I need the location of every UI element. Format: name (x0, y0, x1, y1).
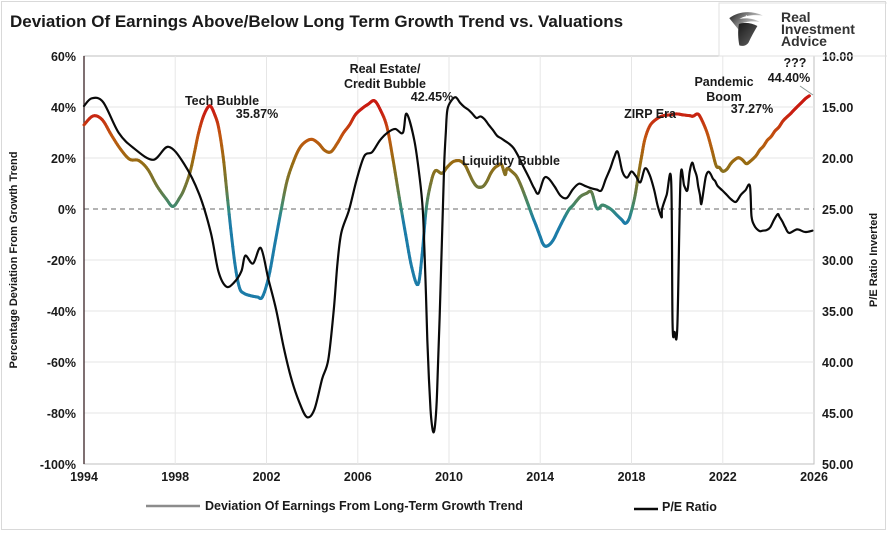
svg-text:-20%: -20% (47, 254, 76, 268)
svg-text:ZIRP Era: ZIRP Era (624, 107, 677, 121)
svg-text:42.45%: 42.45% (411, 90, 453, 104)
svg-text:2002: 2002 (253, 470, 281, 484)
svg-text:10.00: 10.00 (822, 50, 853, 64)
svg-text:40.00: 40.00 (822, 356, 853, 370)
svg-text:60%: 60% (51, 50, 76, 64)
svg-text:-80%: -80% (47, 407, 76, 421)
svg-text:Real Estate/: Real Estate/ (350, 62, 421, 76)
svg-text:Percentage Deviation From Grow: Percentage Deviation From Growth Trend (8, 152, 20, 369)
svg-text:Deviation Of Earnings From Lon: Deviation Of Earnings From Long-Term Gro… (205, 499, 523, 513)
svg-text:2010: 2010 (435, 470, 463, 484)
svg-text:25.00: 25.00 (822, 203, 853, 217)
svg-text:Pandemic: Pandemic (694, 75, 753, 89)
svg-text:37.27%: 37.27% (731, 102, 773, 116)
svg-text:2014: 2014 (526, 470, 554, 484)
svg-text:44.40%: 44.40% (768, 71, 810, 85)
svg-text:-40%: -40% (47, 305, 76, 319)
svg-text:0%: 0% (58, 203, 76, 217)
svg-text:20.00: 20.00 (822, 152, 853, 166)
svg-text:2006: 2006 (344, 470, 372, 484)
svg-text:35.87%: 35.87% (236, 107, 278, 121)
svg-text:1998: 1998 (161, 470, 189, 484)
svg-text:45.00: 45.00 (822, 407, 853, 421)
svg-text:35.00: 35.00 (822, 305, 853, 319)
svg-text:Credit Bubble: Credit Bubble (344, 77, 426, 91)
svg-text:???: ??? (784, 56, 807, 70)
svg-text:2022: 2022 (709, 470, 737, 484)
svg-text:2026: 2026 (800, 470, 828, 484)
svg-text:Advice: Advice (781, 33, 827, 49)
svg-text:2018: 2018 (618, 470, 646, 484)
svg-text:20%: 20% (51, 152, 76, 166)
svg-text:Liquidity Bubble: Liquidity Bubble (462, 154, 560, 168)
svg-text:40%: 40% (51, 101, 76, 115)
svg-text:P/E Ratio: P/E Ratio (662, 500, 717, 514)
svg-text:-60%: -60% (47, 356, 76, 370)
svg-text:Tech Bubble: Tech Bubble (185, 94, 259, 108)
svg-text:15.00: 15.00 (822, 101, 853, 115)
svg-text:30.00: 30.00 (822, 254, 853, 268)
svg-text:1994: 1994 (70, 470, 98, 484)
svg-text:P/E Ratio Inverted: P/E Ratio Inverted (868, 213, 880, 307)
